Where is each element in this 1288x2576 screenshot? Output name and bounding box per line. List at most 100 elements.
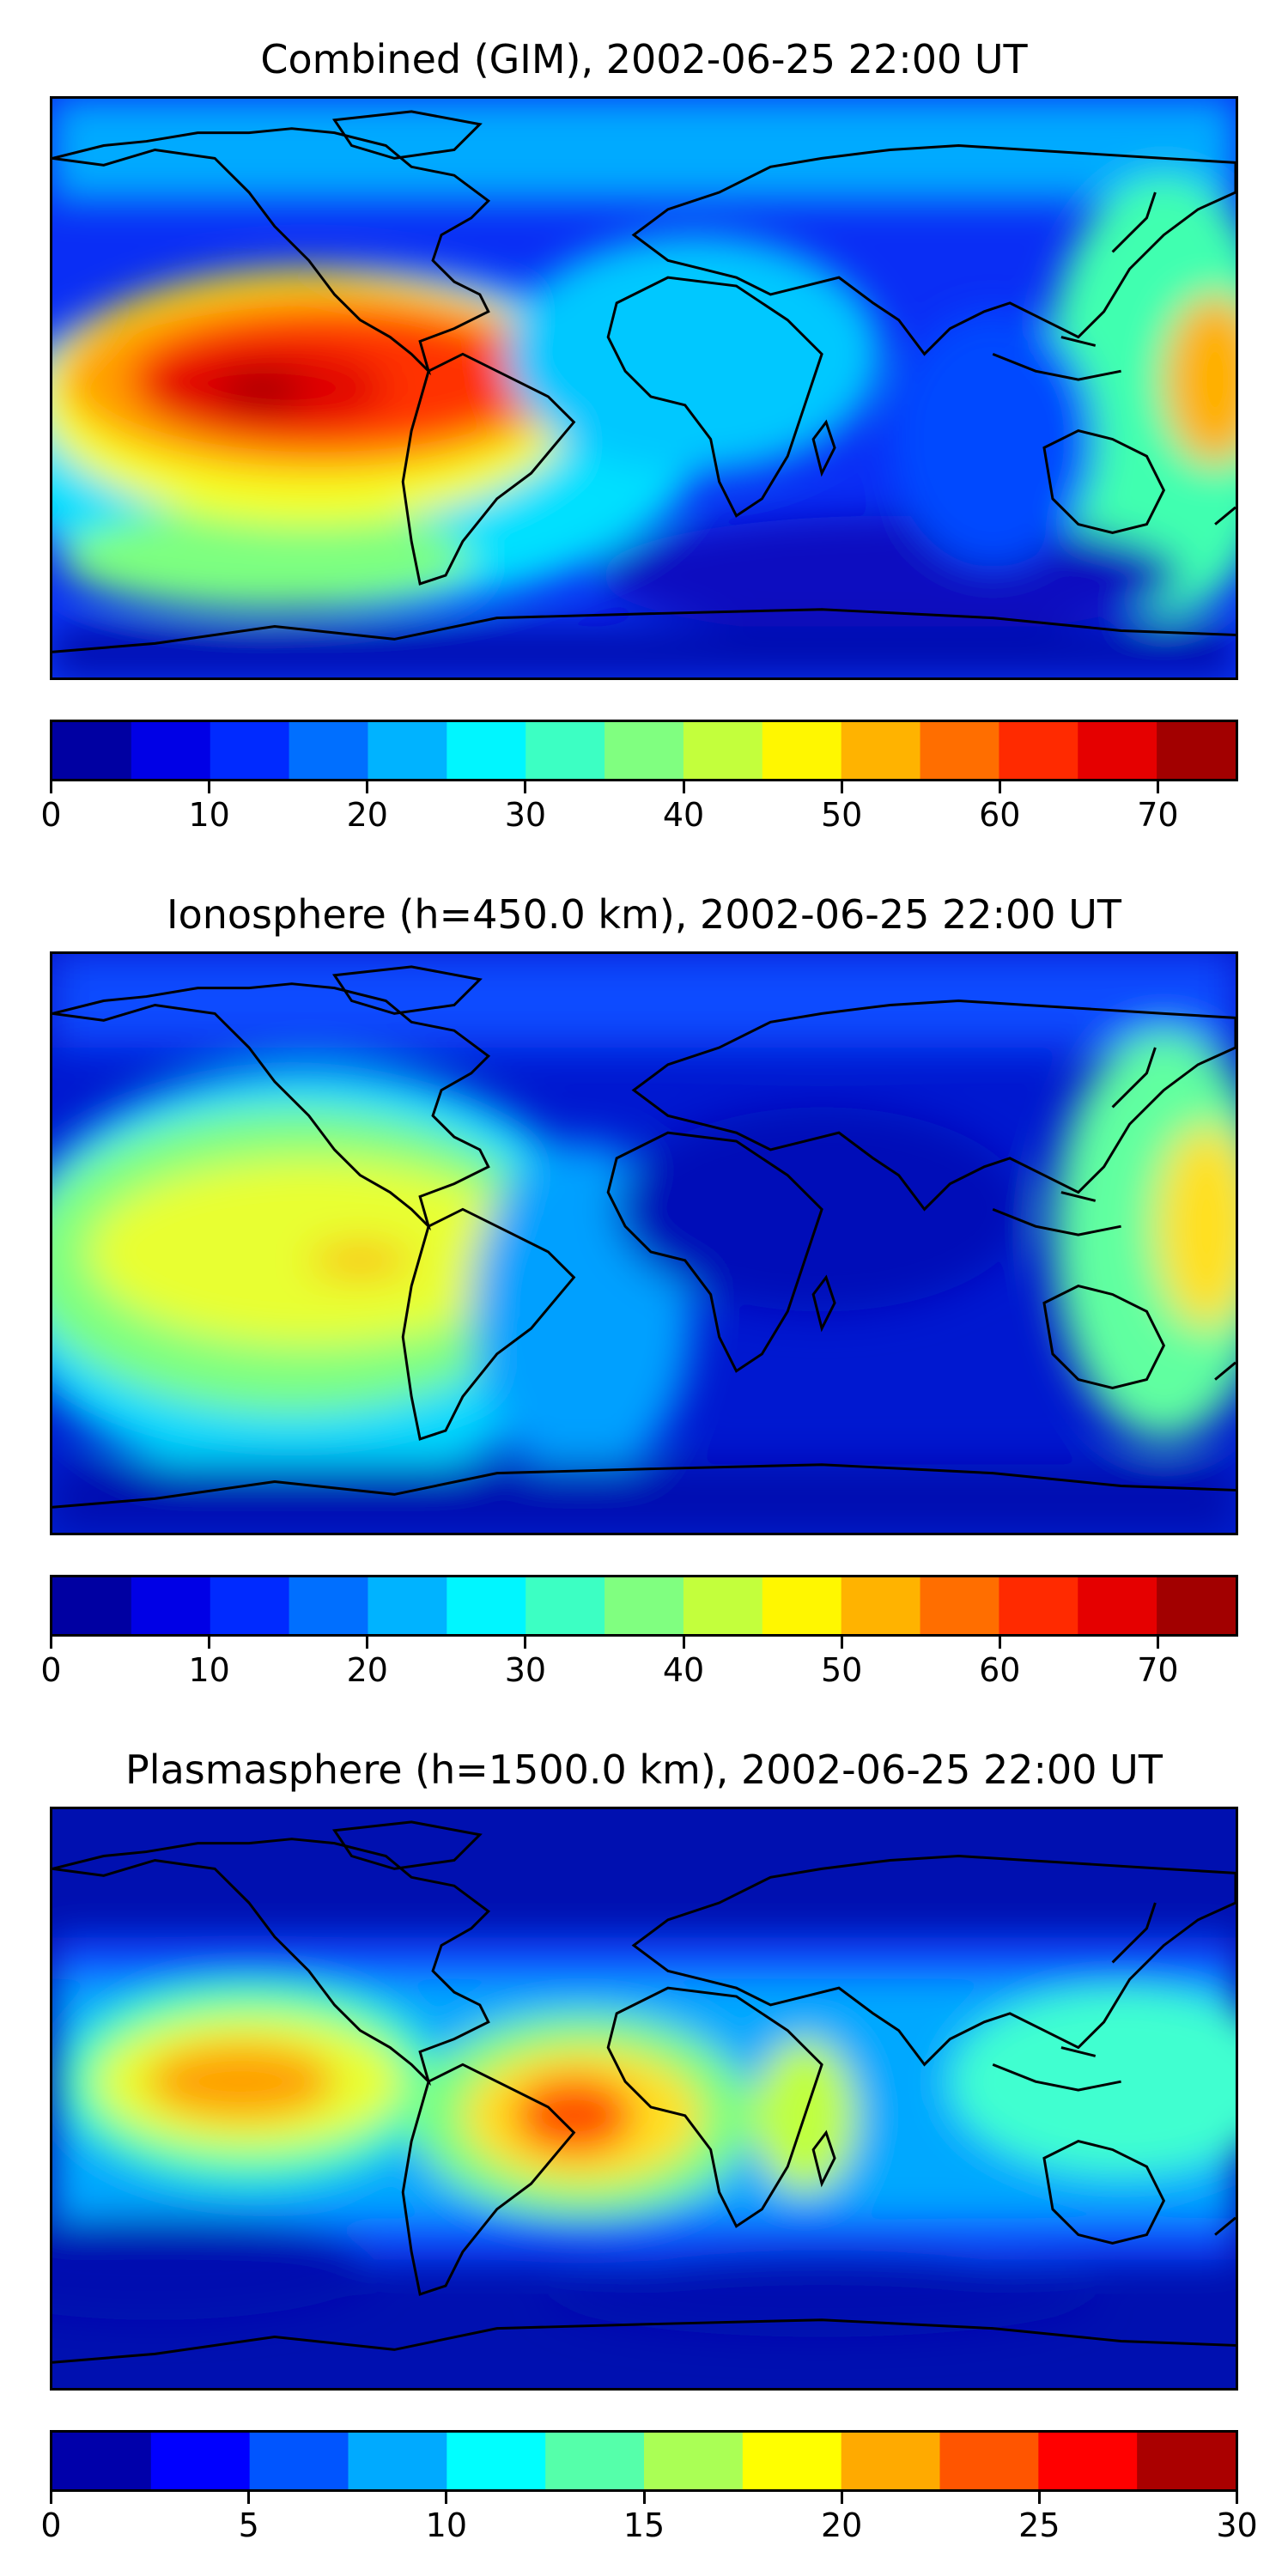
colorbar-tick bbox=[642, 2492, 646, 2504]
colorbar-segment bbox=[52, 722, 132, 779]
colorbar-segment bbox=[348, 2433, 447, 2489]
panel-2-map-svg bbox=[52, 954, 1236, 1533]
coast-antarctica bbox=[52, 608, 1236, 653]
colorbar-segment bbox=[939, 2433, 1039, 2489]
colorbar-tick bbox=[247, 2492, 251, 2504]
colorbar-tick-label: 5 bbox=[238, 2506, 259, 2544]
panel-2-map bbox=[50, 951, 1238, 1535]
coast-europe-asia bbox=[631, 144, 1236, 356]
colorbar-segment bbox=[210, 1577, 290, 1634]
panel-1-colorbar-svg bbox=[52, 722, 1236, 779]
panel-1-title: Combined (GIM), 2002-06-25 22:00 UT bbox=[260, 36, 1028, 82]
colorbar-tick-label: 70 bbox=[1137, 1651, 1179, 1689]
colorbar-segment bbox=[1157, 722, 1236, 779]
coast-indonesia bbox=[992, 336, 1121, 381]
colorbar-tick-label: 0 bbox=[40, 1651, 62, 1689]
colorbar-tick-label: 50 bbox=[820, 796, 863, 834]
colorbar-segment bbox=[1157, 1577, 1236, 1634]
colorbar-tick-label: 40 bbox=[662, 1651, 705, 1689]
panel-2-colorbar bbox=[50, 1575, 1238, 1637]
colorbar-tick bbox=[366, 781, 369, 793]
colorbar-segment bbox=[605, 722, 684, 779]
colorbar-segment bbox=[644, 2433, 744, 2489]
colorbar-tick-label: 0 bbox=[40, 2506, 62, 2544]
colorbar-segment bbox=[920, 722, 999, 779]
colorbar-tick bbox=[840, 2492, 843, 2504]
colorbar-segment bbox=[526, 722, 605, 779]
colorbar-tick-label: 60 bbox=[979, 796, 1021, 834]
colorbar-segment bbox=[52, 1577, 132, 1634]
colorbar-tick bbox=[366, 1637, 369, 1649]
colorbar-segment bbox=[289, 722, 369, 779]
colorbar-tick-label: 10 bbox=[188, 796, 230, 834]
colorbar-segment bbox=[841, 2433, 941, 2489]
colorbar-tick-label: 30 bbox=[504, 1651, 547, 1689]
coast-greenland bbox=[331, 110, 483, 160]
colorbar-segment bbox=[131, 722, 211, 779]
colorbar-segment bbox=[210, 722, 290, 779]
colorbar-segment bbox=[249, 2433, 349, 2489]
colorbar-segment bbox=[368, 1577, 447, 1634]
colorbar-tick-label: 10 bbox=[425, 2506, 467, 2544]
colorbar-tick bbox=[682, 1637, 685, 1649]
coast-north-america bbox=[52, 127, 491, 376]
colorbar-segment bbox=[545, 2433, 645, 2489]
colorbar-segment bbox=[150, 2433, 251, 2489]
panel-1-colorbar bbox=[50, 720, 1238, 781]
colorbar-segment bbox=[1078, 722, 1157, 779]
colorbar-tick bbox=[208, 781, 211, 793]
colorbar-segment bbox=[999, 722, 1078, 779]
colorbar-segment bbox=[1038, 2433, 1138, 2489]
colorbar-tick-label: 70 bbox=[1137, 796, 1179, 834]
colorbar-tick bbox=[50, 781, 52, 793]
coast-nz bbox=[1214, 506, 1236, 526]
colorbar-segment bbox=[683, 722, 763, 779]
colorbar-segment bbox=[762, 1577, 842, 1634]
panel-3-colorbar bbox=[50, 2430, 1238, 2492]
colorbar-segment bbox=[841, 1577, 921, 1634]
colorbar-segment bbox=[1078, 1577, 1157, 1634]
colorbar-tick bbox=[1236, 2492, 1238, 2504]
panel-1-map-svg bbox=[52, 99, 1236, 677]
panel-3-map-svg bbox=[52, 1809, 1236, 2388]
panel-2-title: Ionosphere (h=450.0 km), 2002-06-25 22:0… bbox=[167, 891, 1121, 938]
colorbar-segment bbox=[683, 1577, 763, 1634]
colorbar-tick-label: 20 bbox=[820, 2506, 863, 2544]
colorbar-tick bbox=[1037, 2492, 1041, 2504]
colorbar-segment bbox=[447, 1577, 526, 1634]
colorbar-tick-label: 25 bbox=[1018, 2506, 1060, 2544]
colorbar-segment bbox=[920, 1577, 999, 1634]
colorbar-segment bbox=[742, 2433, 842, 2489]
panel-3-colorbar-ticks: 0 5 10 15 20 25 30 bbox=[40, 2492, 1258, 2544]
colorbar-tick bbox=[840, 781, 843, 793]
panel-1-colorbar-ticks: 0 10 20 30 40 50 60 70 bbox=[40, 781, 1238, 834]
colorbar-tick bbox=[208, 1637, 211, 1649]
colorbar-tick-label: 10 bbox=[188, 1651, 230, 1689]
colorbar-tick-label: 0 bbox=[40, 796, 62, 834]
colorbar-segment bbox=[526, 1577, 605, 1634]
panel-1-map bbox=[50, 96, 1238, 680]
panel-3-title: Plasmasphere (h=1500.0 km), 2002-06-25 2… bbox=[125, 1747, 1163, 1793]
colorbar-segment bbox=[447, 722, 526, 779]
colorbar-tick-label: 20 bbox=[346, 1651, 388, 1689]
coast-australia bbox=[1042, 428, 1166, 535]
colorbar-segment bbox=[289, 1577, 369, 1634]
colorbar-segment bbox=[1137, 2433, 1236, 2489]
colorbar-tick bbox=[1156, 781, 1159, 793]
panel-3-colorbar-svg bbox=[52, 2433, 1236, 2489]
panel-3-map bbox=[50, 1807, 1238, 2391]
colorbar-tick bbox=[445, 2492, 448, 2504]
colorbar-segment bbox=[447, 2433, 546, 2489]
colorbar-tick bbox=[998, 781, 1001, 793]
colorbar-tick bbox=[524, 781, 527, 793]
panel-2-colorbar-svg bbox=[52, 1577, 1236, 1634]
colorbar-tick bbox=[840, 1637, 843, 1649]
colorbar-segment bbox=[605, 1577, 684, 1634]
colorbar-tick bbox=[1156, 1637, 1159, 1649]
colorbar-segment bbox=[368, 722, 447, 779]
colorbar-tick bbox=[50, 2492, 52, 2504]
colorbar-tick-label: 15 bbox=[623, 2506, 665, 2544]
colorbar-segment bbox=[52, 2433, 152, 2489]
colorbar-tick bbox=[998, 1637, 1001, 1649]
colorbar-tick bbox=[50, 1637, 52, 1649]
